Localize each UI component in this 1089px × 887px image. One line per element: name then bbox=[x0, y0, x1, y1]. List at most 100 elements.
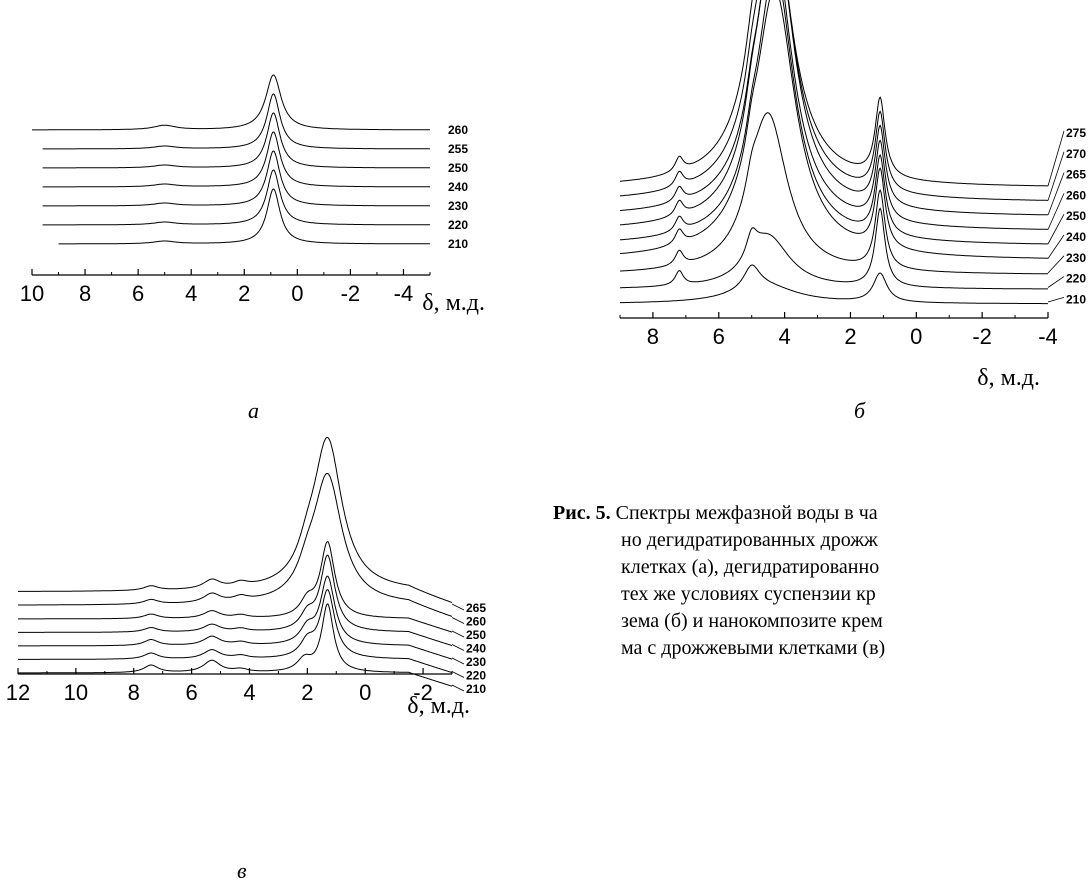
x-tick-label: 12 bbox=[6, 680, 30, 705]
series-label-210: 210 bbox=[1066, 292, 1086, 306]
caption-fig-number: Рис. 5. bbox=[553, 502, 611, 524]
x-tick-label: 0 bbox=[291, 281, 303, 306]
x-tick-label: 2 bbox=[238, 281, 250, 306]
series-line-210 bbox=[58, 188, 431, 245]
series-leader-230 bbox=[1047, 255, 1065, 274]
series-label-230: 230 bbox=[448, 199, 468, 213]
x-tick-label: 10 bbox=[20, 281, 44, 306]
x-tick-label: 8 bbox=[79, 281, 91, 306]
series-line-240 bbox=[42, 131, 431, 188]
chart-a-svg: 10 8 6 4 2 0 -2 -4 δ, м.д. 260 255 250 240 230 220 210 bbox=[20, 74, 485, 316]
series-leader-220 bbox=[451, 671, 465, 678]
series-line-265 bbox=[620, 0, 1048, 216]
series-label-240: 240 bbox=[448, 180, 468, 194]
series-line-260 bbox=[619, 0, 1048, 230]
series-leader-265 bbox=[1047, 172, 1065, 216]
series-line-260 bbox=[32, 74, 430, 131]
x-tick-label: -2 bbox=[972, 324, 992, 349]
x-tick-label: 6 bbox=[713, 324, 725, 349]
x-tick-label: -4 bbox=[394, 281, 414, 306]
series-label-260: 260 bbox=[1066, 188, 1086, 202]
x-tick-label: 2 bbox=[844, 324, 856, 349]
series-label-220: 220 bbox=[448, 218, 468, 232]
series-line-230 bbox=[620, 112, 1048, 275]
caption-line-0: Рис. 5. Спектры межфазной воды в ча bbox=[553, 500, 1089, 527]
x-axis-label: δ, м.д. bbox=[422, 290, 485, 316]
series-label-260: 260 bbox=[448, 123, 468, 137]
series-label-270: 270 bbox=[1066, 147, 1086, 161]
series-label-210: 210 bbox=[448, 237, 468, 251]
series-leader-250 bbox=[451, 630, 465, 638]
x-tick-label: 4 bbox=[185, 281, 197, 306]
x-tick-label: 10 bbox=[64, 680, 88, 705]
series-leader-260 bbox=[1047, 193, 1065, 230]
series-line-230 bbox=[18, 575, 453, 660]
series-line-255 bbox=[42, 93, 431, 150]
chart-panel-v: 12 10 8 6 4 2 0 -2 δ, м.д. 265 260 250 240 230 220 210 bbox=[0, 430, 500, 830]
series-label-240: 240 bbox=[466, 642, 486, 656]
series-leader-275 bbox=[1047, 130, 1065, 187]
series-label-210: 210 bbox=[466, 682, 486, 696]
series-leader-270 bbox=[1047, 151, 1065, 201]
series-line-250 bbox=[18, 541, 453, 633]
series-label-250: 250 bbox=[1066, 209, 1086, 223]
caption-line-2: клетках (а), дегидратированно bbox=[621, 556, 880, 578]
x-tick-label: 4 bbox=[778, 324, 790, 349]
figure-caption: Рис. 5. Спектры межфазной воды в ча но д… bbox=[553, 500, 1089, 662]
x-tick-label: 8 bbox=[647, 324, 659, 349]
series-leader-210 bbox=[451, 684, 465, 692]
series-leader-265 bbox=[451, 603, 465, 611]
series-label-265: 265 bbox=[466, 601, 486, 615]
chart-panel-a: 10 8 6 4 2 0 -2 -4 δ, м.д. 260 255 250 240 230 220 210 bbox=[0, 0, 500, 330]
x-tick-label: 6 bbox=[185, 680, 197, 705]
series-line-240 bbox=[18, 554, 453, 647]
caption-line-5: ма с дрожжевыми клетками (в) bbox=[621, 637, 886, 659]
x-tick-label: 0 bbox=[910, 324, 922, 349]
caption-line-1: но дегидратированных дрожж bbox=[621, 529, 878, 551]
series-label-220: 220 bbox=[466, 669, 486, 683]
series-label-230: 230 bbox=[1066, 251, 1086, 265]
series-line-230 bbox=[42, 150, 431, 207]
series-leader-210 bbox=[1047, 297, 1065, 303]
x-tick-label: -4 bbox=[1038, 324, 1058, 349]
series-line-210 bbox=[18, 603, 453, 687]
caption-line-4: зема (б) и нанокомпозите крем bbox=[621, 610, 883, 632]
series-leader-230 bbox=[451, 657, 465, 665]
x-tick-label: 8 bbox=[128, 680, 140, 705]
series-label-255: 255 bbox=[448, 142, 468, 156]
series-line-265 bbox=[17, 436, 453, 603]
series-leader-240 bbox=[1047, 234, 1065, 259]
caption-line-3: тех же условиях суспензии кр bbox=[621, 583, 876, 605]
x-tick-label: -2 bbox=[341, 281, 361, 306]
series-leader-260 bbox=[451, 617, 465, 624]
chart-panel-b: 8 6 4 2 0 -2 -4 δ, м.д. 275 270 265 260 250 240 230 220… bbox=[600, 0, 1089, 400]
series-label-220: 220 bbox=[1066, 272, 1086, 286]
x-tick-label: 6 bbox=[132, 281, 144, 306]
x-axis-label: δ, м.д. bbox=[977, 365, 1040, 391]
series-label-250: 250 bbox=[466, 628, 486, 642]
x-tick-label: 0 bbox=[359, 680, 371, 705]
caption-text-0: Спектры межфазной воды в ча bbox=[615, 502, 878, 524]
chart-b-svg: 8 6 4 2 0 -2 -4 δ, м.д. 275 270 265 260 250 240 230 220… bbox=[619, 0, 1086, 391]
series-line-220 bbox=[18, 589, 453, 674]
series-line-270 bbox=[619, 0, 1048, 201]
series-label-230: 230 bbox=[466, 655, 486, 669]
series-line-260 bbox=[18, 472, 453, 617]
series-label-265: 265 bbox=[1066, 168, 1086, 182]
series-label-275: 275 bbox=[1066, 126, 1086, 140]
x-tick-label: 4 bbox=[243, 680, 255, 705]
x-tick-label: -2 bbox=[413, 680, 433, 705]
series-label-240: 240 bbox=[1066, 230, 1086, 244]
series-line-220 bbox=[42, 169, 431, 226]
panel-label-a: а bbox=[248, 398, 259, 423]
panel-label-v: в bbox=[237, 858, 247, 883]
panel-label-b: б bbox=[854, 398, 866, 423]
series-label-260: 260 bbox=[466, 615, 486, 629]
series-line-250 bbox=[620, 0, 1048, 245]
series-leader-220 bbox=[1047, 276, 1065, 288]
series-label-250: 250 bbox=[448, 161, 468, 175]
x-axis-label: δ, м.д. bbox=[407, 693, 470, 719]
series-line-210 bbox=[620, 264, 1048, 305]
series-line-220 bbox=[620, 207, 1048, 290]
